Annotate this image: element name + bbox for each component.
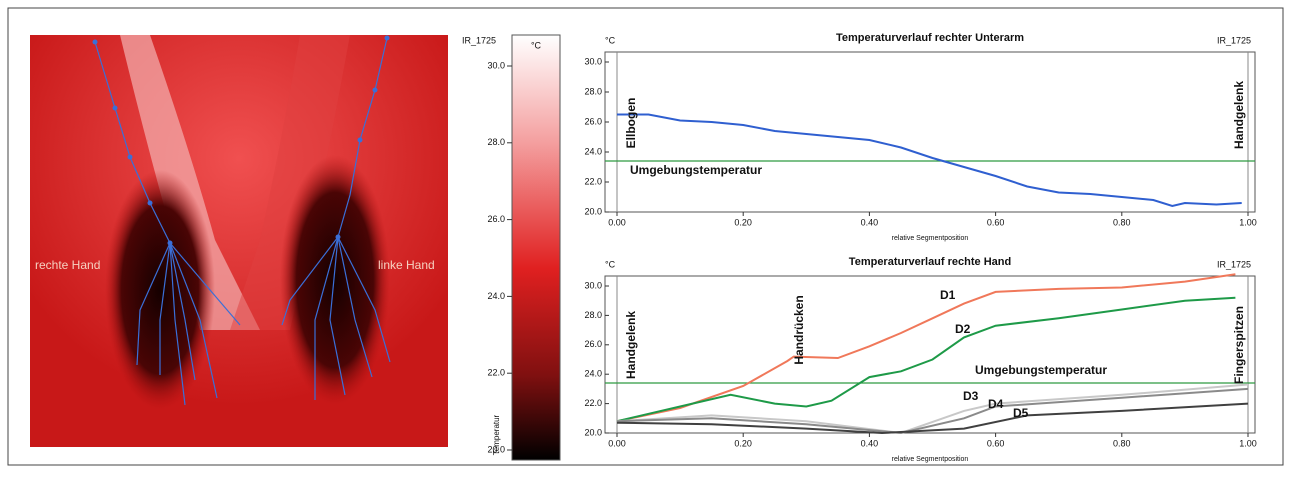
thermal-image <box>30 35 448 447</box>
annotation: Handgelenk <box>1232 81 1246 149</box>
x-tick-label: 1.00 <box>1239 438 1257 448</box>
image-label: rechte Hand <box>35 258 100 272</box>
chart-title: Temperaturverlauf rechte Hand <box>849 256 1011 268</box>
data-line <box>616 273 1236 423</box>
y-tick-label: 24.0 <box>584 146 602 156</box>
series-label: D2 <box>955 322 971 336</box>
y-tick-label: 20.0 <box>487 444 505 454</box>
data-line <box>616 296 1236 423</box>
plot-frame <box>604 275 1256 434</box>
data-line <box>616 383 1249 435</box>
source-label: IR_1725 <box>1217 35 1251 45</box>
colorbar <box>511 34 561 461</box>
y-tick-label: 30.0 <box>487 60 505 70</box>
colorbar-source: IR_1725 <box>462 35 496 45</box>
x-tick-label: 0.20 <box>734 438 752 448</box>
series-label: D1 <box>940 288 956 302</box>
y-unit: °C <box>605 259 616 269</box>
data-line <box>617 113 1242 208</box>
annotation: Fingerspitzen <box>1232 306 1246 384</box>
y-tick-label: 28.0 <box>584 86 602 96</box>
series-label: D5 <box>1013 406 1029 420</box>
x-tick-label: 0.80 <box>1113 438 1131 448</box>
y-tick-label: 28.0 <box>487 137 505 147</box>
y-tick-label: 26.0 <box>584 116 602 126</box>
chart-title: Temperaturverlauf rechter Unterarm <box>836 32 1024 44</box>
y-tick-label: 24.0 <box>584 369 602 379</box>
x-tick-label: 0.40 <box>861 217 879 227</box>
y-unit: °C <box>605 35 616 45</box>
x-tick-label: 1.00 <box>1239 217 1257 227</box>
x-tick-label: 0.60 <box>987 217 1005 227</box>
series-label: D3 <box>963 389 979 403</box>
x-axis-label: relative Segmentposition <box>892 235 969 242</box>
y-tick-label: 22.0 <box>584 398 602 408</box>
annotation: Ellbogen <box>624 98 638 149</box>
x-tick-label: 0.60 <box>987 438 1005 448</box>
y-tick-label: 26.0 <box>487 214 505 224</box>
data-line <box>616 402 1249 435</box>
y-tick-label: 22.0 <box>584 176 602 186</box>
y-tick-label: 30.0 <box>584 280 602 290</box>
y-tick-label: 24.0 <box>487 291 505 301</box>
reference-label: Umgebungstemperatur <box>630 163 762 177</box>
x-tick-label: 0.40 <box>861 438 879 448</box>
y-tick-label: 20.0 <box>584 206 602 216</box>
x-tick-label: 0.80 <box>1113 217 1131 227</box>
y-tick-label: 28.0 <box>584 310 602 320</box>
x-tick-label: 0.00 <box>608 438 626 448</box>
y-tick-label: 22.0 <box>487 368 505 378</box>
plot-frame <box>604 51 1256 213</box>
x-tick-label: 0.00 <box>608 217 626 227</box>
source-label: IR_1725 <box>1217 259 1251 269</box>
annotation: Handgelenk <box>624 311 638 379</box>
y-tick-label: 20.0 <box>584 427 602 437</box>
data-line <box>616 387 1249 435</box>
reference-label: Umgebungstemperatur <box>975 363 1107 377</box>
annotation: Handrücken <box>792 295 806 364</box>
image-label: linke Hand <box>378 258 435 272</box>
x-axis-label: relative Segmentposition <box>892 456 969 463</box>
y-tick-label: 26.0 <box>584 339 602 349</box>
y-tick-label: 30.0 <box>584 56 602 66</box>
series-label: D4 <box>988 397 1004 411</box>
figure-border <box>7 7 1284 466</box>
colorbar-label: Temperatur <box>492 414 501 455</box>
x-tick-label: 0.20 <box>734 217 752 227</box>
colorbar-unit: °C <box>531 40 542 50</box>
